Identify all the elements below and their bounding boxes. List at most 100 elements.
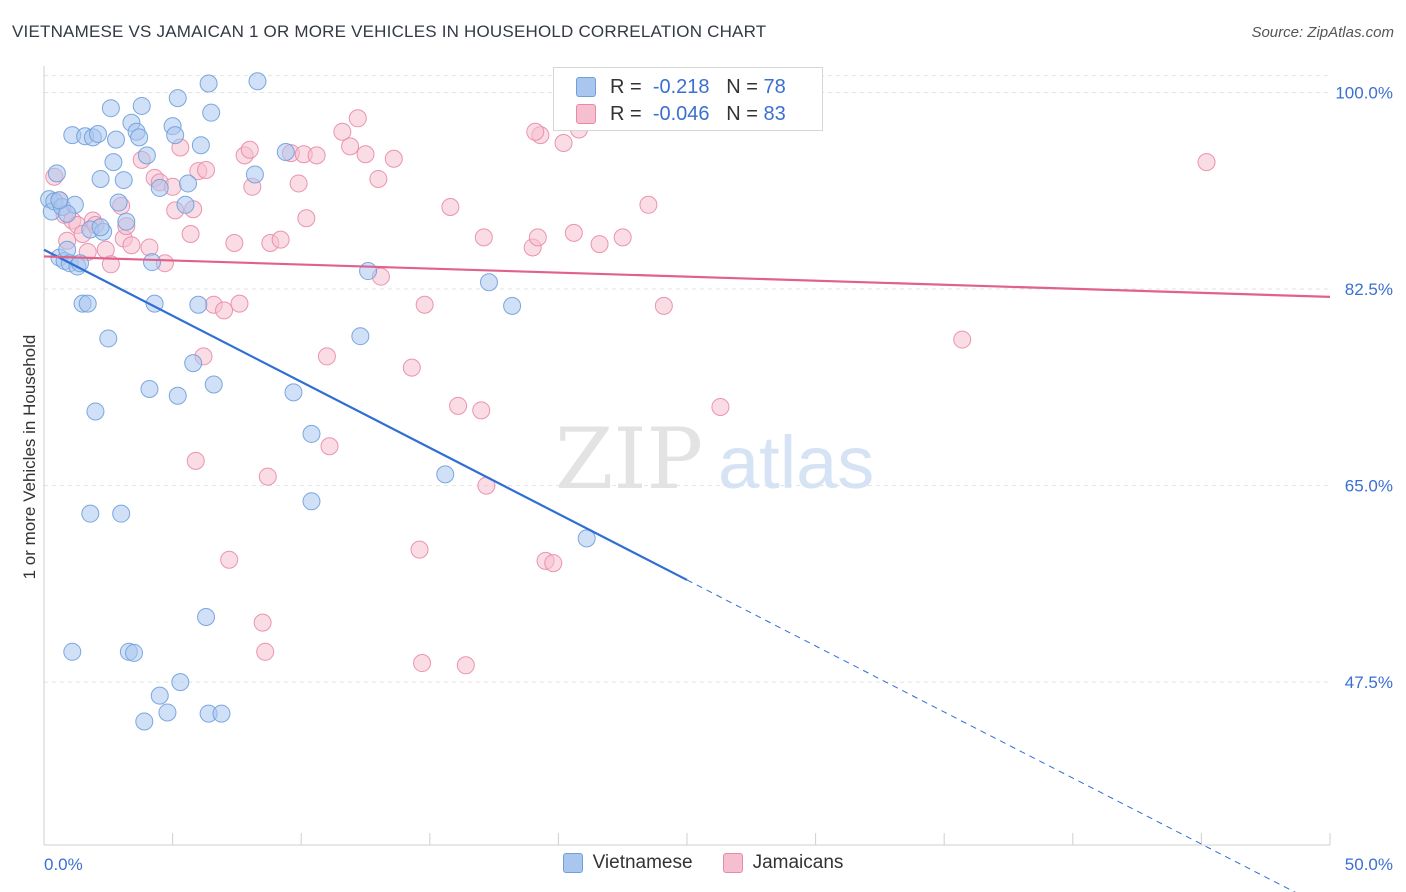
legend-swatch-pink: [576, 104, 596, 124]
vietnamese-point: [130, 128, 149, 147]
legend-n-label: N =: [726, 102, 758, 125]
vietnamese-point: [302, 492, 321, 511]
legend-r-label: R =: [610, 102, 642, 125]
vietnamese-point: [176, 195, 195, 214]
tick-labels: 47.5% 65.0% 82.5% 100.0% 0.0% 50.0%: [44, 83, 1393, 874]
jamaicans-point: [384, 149, 403, 168]
trend-lines: [43, 248, 1331, 892]
vietnamese-point: [117, 212, 136, 231]
jamaicans-point: [415, 295, 434, 314]
legend-row-jamaicans: R = -0.046 N = 83: [576, 101, 786, 127]
jamaicans-point: [526, 122, 545, 141]
jamaicans-points: [45, 109, 1216, 675]
jamaicans-point: [220, 550, 239, 569]
vietnamese-point: [179, 174, 198, 193]
vietnamese-point: [114, 171, 133, 190]
legend-item-vietnamese: Vietnamese: [562, 852, 693, 874]
vietnamese-point: [479, 273, 498, 292]
jamaicans-point: [215, 301, 234, 320]
jamaicans-point: [253, 613, 272, 632]
vietnamese-point: [47, 164, 66, 183]
vietnamese-point: [197, 607, 216, 626]
vietnamese-point: [166, 126, 185, 145]
vietnamese-point: [199, 74, 218, 93]
legend-swatch-blue: [576, 77, 596, 97]
vietnamese-point: [101, 99, 120, 118]
jamaicans-point: [356, 145, 375, 164]
jamaicans-point: [413, 654, 432, 673]
vietnamese-point: [577, 529, 596, 548]
legend-r-value: -0.218: [652, 75, 710, 98]
vietnamese-point: [132, 96, 151, 115]
jamaicans-point: [240, 140, 259, 159]
jamaicans-point: [181, 224, 200, 243]
jamaicans-point: [307, 146, 326, 165]
legend-n-value: 78: [763, 75, 786, 98]
vietnamese-point: [351, 327, 370, 346]
vietnamese-point: [158, 703, 177, 722]
jamaicans-point: [654, 296, 673, 315]
jamaicans-point: [225, 233, 244, 252]
jamaicans-point: [230, 294, 249, 313]
jamaicans-point: [333, 122, 352, 141]
chart-source: Source: ZipAtlas.com: [1251, 24, 1394, 41]
vietnamese-point: [86, 402, 105, 421]
vietnamese-point: [89, 125, 108, 144]
vietnamese-point: [204, 375, 223, 394]
legend-swatch-blue: [562, 853, 583, 873]
legend-label-vietnamese: Vietnamese: [592, 852, 693, 873]
vietnamese-point: [91, 218, 110, 237]
series-legend: Vietnamese Jamaicans: [0, 852, 1406, 874]
vietnamese-point: [78, 294, 97, 313]
jamaicans-point: [711, 397, 730, 416]
legend-label-jamaicans: Jamaicans: [752, 852, 844, 873]
y-axis-title: 1 or more Vehicles in Household: [20, 335, 39, 580]
vietnamese-point: [63, 642, 82, 661]
jamaicans-point: [474, 228, 493, 247]
jamaicans-point: [590, 235, 609, 254]
jamaicans-point: [289, 174, 308, 193]
jamaicans-point: [297, 209, 316, 228]
jamaicans-point: [1197, 153, 1216, 172]
vietnamese-point: [150, 686, 169, 705]
legend-box: R = -0.218 N = 78 R = -0.046 N = 83: [553, 67, 823, 131]
jamaicans-point: [369, 169, 388, 188]
watermark-zip: ZIP: [555, 410, 703, 508]
vietnamese-point: [91, 169, 110, 188]
jamaicans-point: [639, 195, 658, 214]
x-tick-label: 0.0%: [44, 855, 83, 874]
chart-title: VIETNAMESE VS JAMAICAN 1 OR MORE VEHICLE…: [12, 22, 767, 41]
watermark-atlas: atlas: [718, 421, 874, 504]
jamaicans-point: [441, 198, 460, 217]
jamaicans-point: [197, 160, 216, 179]
vietnamese-point: [212, 704, 231, 723]
jamaicans-point: [472, 401, 491, 420]
legend-r-label: R =: [610, 75, 642, 98]
vietnamese-point: [125, 643, 144, 662]
vietnamese-point: [189, 295, 208, 314]
vietnamese-point: [99, 329, 118, 348]
vietnamese-point: [276, 142, 295, 161]
y-tick-label: 82.5%: [1345, 280, 1393, 299]
vietnamese-point: [143, 253, 162, 272]
vietnamese-point: [359, 262, 378, 281]
jamaicans-point: [317, 347, 336, 366]
vietnamese-point: [168, 89, 187, 108]
jamaicans-point: [341, 137, 360, 156]
vietnamese-point: [302, 424, 321, 443]
vietnamese-point: [202, 103, 221, 122]
jamaicans-point: [528, 228, 547, 247]
vietnamese-point: [112, 504, 131, 523]
jamaicans-point: [402, 358, 421, 377]
vietnamese-point: [171, 673, 190, 692]
vietnamese-point: [104, 153, 123, 172]
vietnamese-point: [436, 465, 455, 484]
legend-r-value: -0.046: [652, 102, 710, 125]
vietnamese-point: [184, 354, 203, 373]
legend-row-vietnamese: R = -0.218 N = 78: [576, 74, 786, 100]
legend-n-label: N =: [726, 75, 758, 98]
vietnamese-point: [248, 72, 267, 91]
y-tick-label: 65.0%: [1345, 477, 1393, 496]
vietnamese-point: [81, 504, 100, 523]
vietnamese-point: [503, 296, 522, 315]
